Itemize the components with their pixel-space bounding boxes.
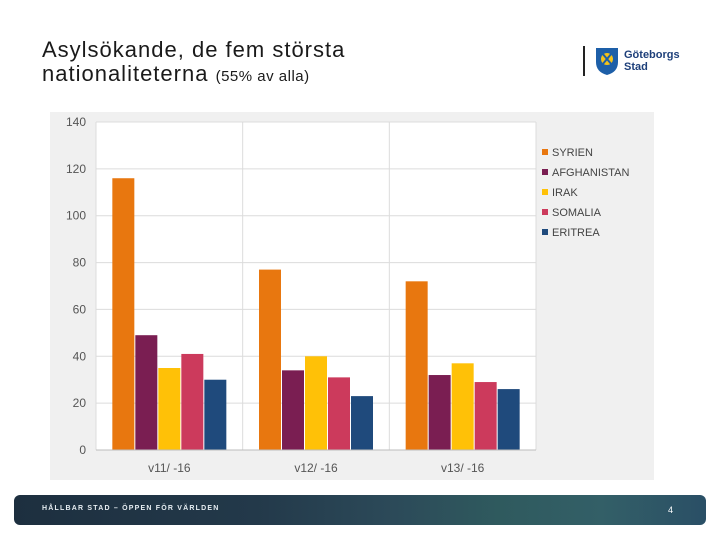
y-tick-label: 80 [73,256,87,270]
bar-syrien [112,178,135,450]
bar-afghanistan [135,335,158,450]
logo-line-1: Göteborgs [624,49,680,61]
bar-syrien [405,281,428,450]
y-tick-label: 60 [73,302,87,316]
bar-afghanistan [428,375,451,450]
bar-eritrea [351,396,373,450]
y-tick-label: 120 [66,162,86,176]
bar-afghanistan [282,370,304,450]
page-number: 4 [668,505,674,515]
y-tick-label: 40 [73,349,87,363]
legend-swatch-eritrea [542,229,548,235]
legend-swatch-afghanistan [542,169,548,175]
bar-irak [451,363,474,450]
y-tick-label: 100 [66,209,86,223]
bar-eritrea [204,379,227,450]
legend-label-afghanistan: AFGHANISTAN [552,167,629,179]
y-tick-label: 140 [66,115,86,129]
title-note: (55% av alla) [215,68,310,85]
x-tick-label: v12/ -16 [294,461,338,475]
legend-swatch-somalia [542,209,548,215]
bar-somalia [181,353,204,450]
footer-bar: HÅLLBAR STAD – ÖPPEN FÖR VÄRLDEN [14,495,706,525]
legend-label-syrien: SYRIEN [552,147,593,159]
bar-somalia [328,377,350,450]
chart-panel: 0 20 40 60 80 100 120 140 v11/ -16 v12/ -16 v13/ -… [50,112,654,480]
crest-icon [596,48,618,75]
bar-irak [158,368,181,450]
y-tick-label: 20 [73,396,87,410]
bar-eritrea [497,389,520,450]
bar-chart: 0 20 40 60 80 100 120 140 v11/ -16 v12/ -16 v13/ -… [66,115,630,475]
footer-slogan: HÅLLBAR STAD – ÖPPEN FÖR VÄRLDEN [42,505,220,512]
x-tick-label: v11/ -16 [148,461,191,475]
title-line-1: Asylsökande, de fem största [42,37,346,62]
logo-text: Göteborgs Stad [624,49,680,73]
x-tick-label: v13/ -16 [441,461,485,475]
logo-divider [583,46,585,76]
bar-irak [305,356,327,450]
legend-label-somalia: SOMALIA [552,207,602,219]
slide-title: Asylsökande, de fem största nationalitet… [42,38,345,89]
legend-label-eritrea: ERITREA [552,227,600,239]
goteborg-logo: Göteborgs Stad [594,46,680,76]
logo-line-2: Stad [624,61,648,73]
y-tick-label: 0 [79,443,86,457]
legend-swatch-syrien [542,149,548,155]
title-line-2: nationaliteterna [42,61,209,86]
bar-somalia [474,382,497,450]
bar-syrien [259,269,281,450]
legend-label-irak: IRAK [552,187,578,199]
legend-swatch-irak [542,189,548,195]
